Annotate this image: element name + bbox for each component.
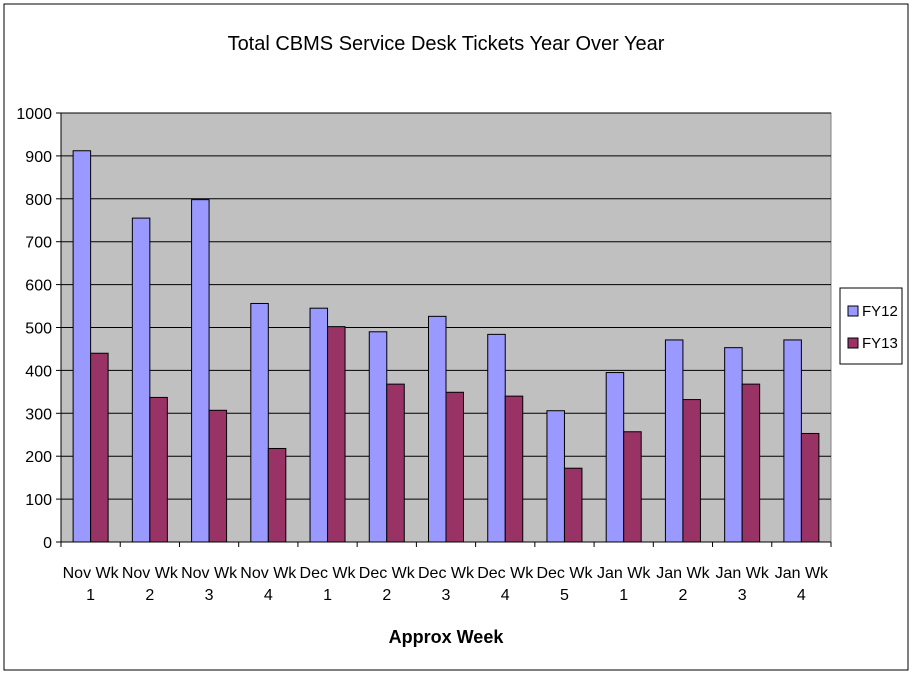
chart-title: Total CBMS Service Desk Tickets Year Ove… [228,33,665,55]
x-axis-title: Approx Week [389,627,505,647]
x-tick-label: 4 [797,587,806,604]
x-tick-label: Jan Wk [715,565,769,582]
bar-fy12-1 [72,150,92,543]
bar-fy13-4 [267,447,287,543]
x-tick-label: Dec Wk [359,565,416,582]
x-tick-label: Nov Wk [240,565,297,582]
x-tick-label: 1 [619,587,628,604]
bar-fy12-4 [250,302,269,543]
bar-fy13-7 [445,391,464,543]
y-tick-label: 700 [25,235,52,252]
y-tick-label: 200 [25,449,52,466]
bar-fy12-3 [191,199,210,543]
legend-swatch-fy13 [847,337,859,349]
bar-fy13-6 [386,383,405,543]
bars [72,150,820,543]
x-tick-label: 1 [323,587,332,604]
bar-fy13-9 [563,467,583,543]
x-tick-label: 3 [738,587,747,604]
bar-fy12-11 [664,339,684,543]
x-tick-label: Dec Wk [536,565,593,582]
bar-fy13-12 [741,383,761,543]
legend-box [839,287,903,365]
x-tick-label: Dec Wk [418,565,475,582]
bar-fy13-1 [90,352,109,543]
x-tick-label: 4 [501,587,510,604]
bar-fy13-8 [504,395,524,543]
x-tick-label: Dec Wk [477,565,534,582]
bar-fy13-2 [149,396,168,543]
bar-fy13-3 [208,409,228,543]
x-tick-label: 2 [145,587,154,604]
bar-fy13-10 [623,431,642,543]
bar-fy12-7 [428,315,447,543]
bar-fy12-12 [724,347,743,543]
x-tick-label: 5 [560,587,569,604]
legend: FY12 FY13 [839,287,903,365]
x-tick-label: Jan Wk [597,565,651,582]
x-tick-label: 2 [382,587,391,604]
y-tick-label: 1000 [16,106,52,123]
bar-fy13-13 [800,432,820,543]
x-tick-label: 3 [442,587,451,604]
y-tick-label: 800 [25,192,52,209]
bar-fy12-5 [309,307,329,543]
y-tick-label: 500 [25,321,52,338]
x-tick-label: Dec Wk [300,565,357,582]
y-tick-label: 400 [25,363,52,380]
legend-swatch-fy12 [847,305,859,317]
bar-fy12-8 [487,333,506,543]
bar-fy12-9 [546,410,565,543]
x-tick-label: Nov Wk [181,565,238,582]
y-tick-label: 300 [25,406,52,423]
bar-fy13-11 [682,399,701,543]
legend-label-fy13: FY13 [862,335,898,352]
x-tick-label: 2 [678,587,687,604]
bar-fy12-10 [605,372,625,543]
x-tick-label: Jan Wk [656,565,710,582]
bar-fy12-2 [131,217,151,543]
y-tick-labels: 0 100 200 300 400 500 600 700 800 900 1000 [16,106,52,552]
y-tick-label: 900 [25,149,52,166]
x-tick-label: 1 [86,587,95,604]
bar-fy12-6 [368,331,388,543]
legend-label-fy12: FY12 [862,303,898,320]
x-tick-label: Jan Wk [775,565,829,582]
x-tick-label: Nov Wk [63,565,120,582]
bar-fy13-5 [327,326,346,543]
y-tick-label: 0 [43,535,52,552]
x-tick-label: 4 [264,587,273,604]
x-tick-labels: Nov Wk 1 Nov Wk 2 Nov Wk 3 Nov Wk 4 Dec Wk 1 Dec W… [63,565,829,604]
y-tick-label: 100 [25,492,52,509]
x-tick-label: 3 [205,587,214,604]
y-tick-label: 600 [25,278,52,295]
x-tick-label: Nov Wk [122,565,179,582]
bar-fy12-13 [783,339,802,543]
axes [56,112,832,547]
